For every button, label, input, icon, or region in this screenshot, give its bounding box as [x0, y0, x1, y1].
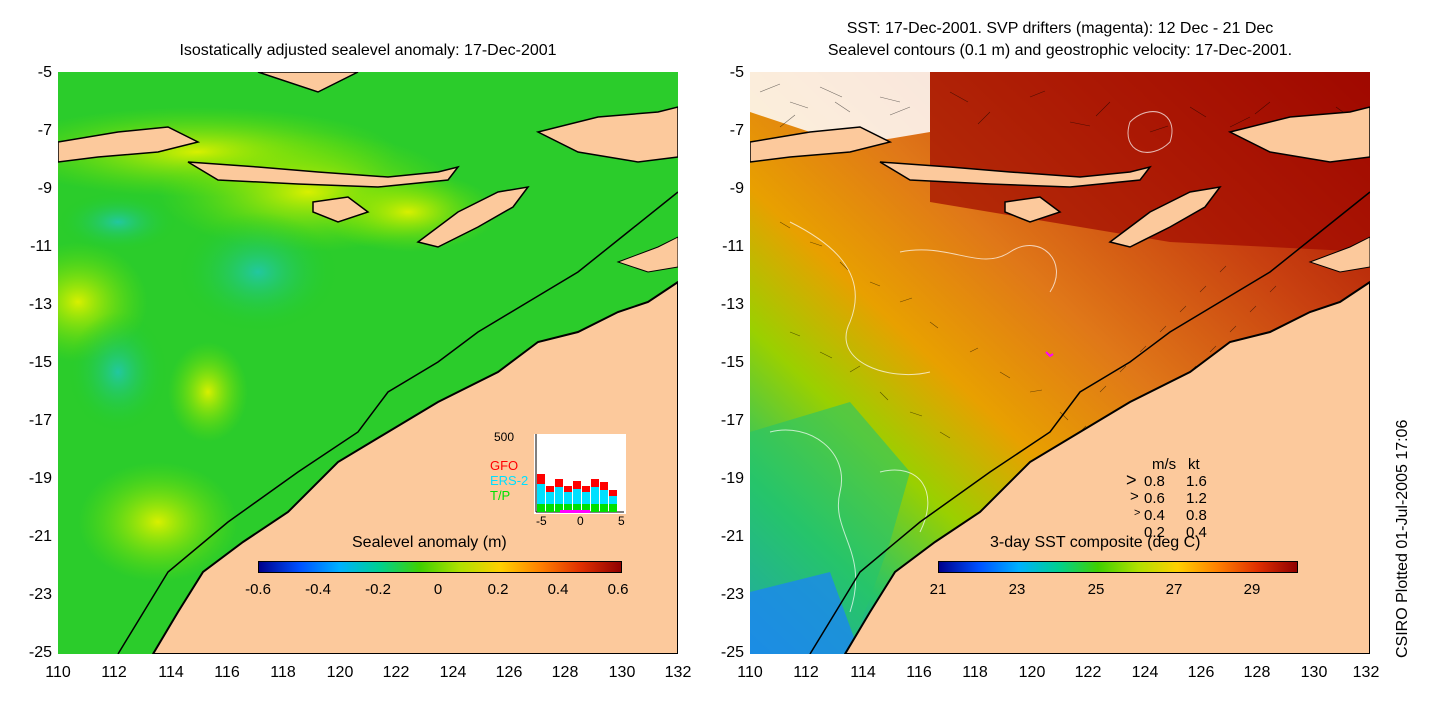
x-tick: 112	[793, 664, 819, 681]
y-tick: -23	[28, 586, 52, 603]
arrow-glyph-icon: >	[1126, 470, 1137, 490]
inset-legend-tp: T/P	[490, 488, 511, 503]
y-tick: -25	[720, 644, 744, 661]
y-tick: -11	[722, 238, 744, 255]
y-tick: -11	[30, 238, 52, 255]
left-colorbar-tick: -0.4	[305, 581, 331, 598]
velocity-legend-ms-header: m/s	[1152, 456, 1177, 473]
sealevel-contours	[769, 111, 1173, 613]
arrow-glyph-icon: >	[1130, 488, 1139, 505]
inset-legend-ers2: ERS-2	[490, 473, 529, 488]
x-tick: 114	[850, 664, 876, 681]
timor-island	[416, 185, 530, 248]
y-tick: -17	[720, 412, 744, 429]
y-tick: -21	[28, 528, 52, 545]
right-colorbar-tick: 27	[1165, 581, 1183, 598]
x-tick: 128	[551, 664, 579, 681]
arrow-glyph-icon: >	[1134, 507, 1141, 519]
x-tick: 120	[326, 664, 354, 681]
left-colorbar-tick: -0.2	[365, 581, 391, 598]
x-tick: 128	[1243, 664, 1271, 681]
x-tick: 124	[439, 664, 467, 681]
x-tick: 124	[1131, 664, 1159, 681]
y-tick: -25	[28, 644, 52, 661]
inset-legend-gfo: GFO	[490, 458, 519, 473]
inset-x-tick: 5	[618, 514, 625, 528]
velocity-legend-ms: 0.2	[1144, 524, 1165, 541]
left-colorbar-tick: 0	[433, 581, 443, 598]
x-tick: 126	[1187, 664, 1215, 681]
inset-ymax-label: 500	[494, 430, 515, 444]
x-tick: 110	[45, 664, 71, 681]
sealevel-anomaly-map	[58, 72, 678, 654]
inset-histogram	[534, 434, 626, 514]
velocity-legend-ms: 0.8	[1144, 473, 1165, 490]
x-tick: 116	[906, 664, 932, 681]
y-tick: -13	[720, 296, 744, 313]
x-tick: 112	[101, 664, 127, 681]
y-tick: -7	[37, 122, 52, 139]
sumba-island	[312, 196, 370, 223]
left-colorbar-label: Sealevel anomaly (m)	[352, 534, 507, 551]
y-tick: -7	[729, 122, 744, 139]
x-tick: 120	[1018, 664, 1046, 681]
x-tick: 130	[1300, 664, 1328, 681]
x-tick: 132	[1352, 664, 1380, 681]
x-tick: 130	[608, 664, 636, 681]
y-tick: -23	[720, 586, 744, 603]
inset-x-tick: 0	[577, 514, 584, 528]
x-tick: 116	[214, 664, 240, 681]
y-tick: -5	[729, 64, 744, 81]
y-tick: -13	[28, 296, 52, 313]
right-colorbar-label: 3-day SST composite (deg C)	[990, 534, 1201, 551]
left-panel-title: Isostatically adjusted sealevel anomaly:…	[179, 42, 557, 59]
x-tick: 118	[270, 664, 296, 681]
velocity-legend-ms: 0.6	[1144, 490, 1165, 507]
x-tick: 122	[382, 664, 410, 681]
svp-drifter-track	[1045, 351, 1054, 358]
right-colorbar-tick: 21	[929, 581, 947, 598]
right-colorbar-tick: 29	[1243, 581, 1261, 598]
right-colorbar-tick: 25	[1087, 581, 1105, 598]
velocity-legend-kt: 0.4	[1186, 524, 1207, 541]
y-tick: -21	[720, 528, 744, 545]
x-tick: 126	[495, 664, 523, 681]
right-colorbar-tick: 23	[1008, 581, 1026, 598]
right-panel-title-line1: SST: 17-Dec-2001. SVP drifters (magenta)…	[846, 20, 1274, 37]
velocity-legend-kt: 1.6	[1186, 473, 1207, 490]
y-tick: -15	[720, 354, 744, 371]
velocity-legend-ms: 0.4	[1144, 507, 1165, 524]
velocity-legend-kt: 1.2	[1186, 490, 1207, 507]
y-tick: -5	[37, 64, 52, 81]
x-tick: 132	[664, 664, 692, 681]
plot-credit: CSIRO Plotted 01-Jul-2005 17:06	[1394, 419, 1411, 658]
x-tick: 114	[158, 664, 184, 681]
y-tick: -19	[720, 470, 744, 487]
nusa-tenggara-islands	[187, 161, 460, 188]
x-tick: 118	[962, 664, 988, 681]
y-tick: -9	[37, 180, 52, 197]
x-tick: 110	[737, 664, 763, 681]
y-tick: -17	[28, 412, 52, 429]
velocity-legend-kt: 0.8	[1186, 507, 1207, 524]
velocity-legend-kt-header: kt	[1188, 456, 1200, 473]
y-tick: -9	[729, 180, 744, 197]
left-colorbar	[258, 561, 622, 573]
inset-x-tick: -5	[536, 514, 547, 528]
right-colorbar	[938, 561, 1298, 573]
java-island	[58, 126, 201, 163]
y-tick: -15	[28, 354, 52, 371]
x-tick: 122	[1074, 664, 1102, 681]
right-panel-title-line2: Sealevel contours (0.1 m) and geostrophi…	[827, 42, 1293, 59]
left-colorbar-tick: 0.4	[547, 581, 569, 598]
y-tick: -19	[28, 470, 52, 487]
left-colorbar-tick: -0.6	[245, 581, 271, 598]
left-colorbar-tick: 0.6	[607, 581, 629, 598]
left-colorbar-tick: 0.2	[487, 581, 509, 598]
